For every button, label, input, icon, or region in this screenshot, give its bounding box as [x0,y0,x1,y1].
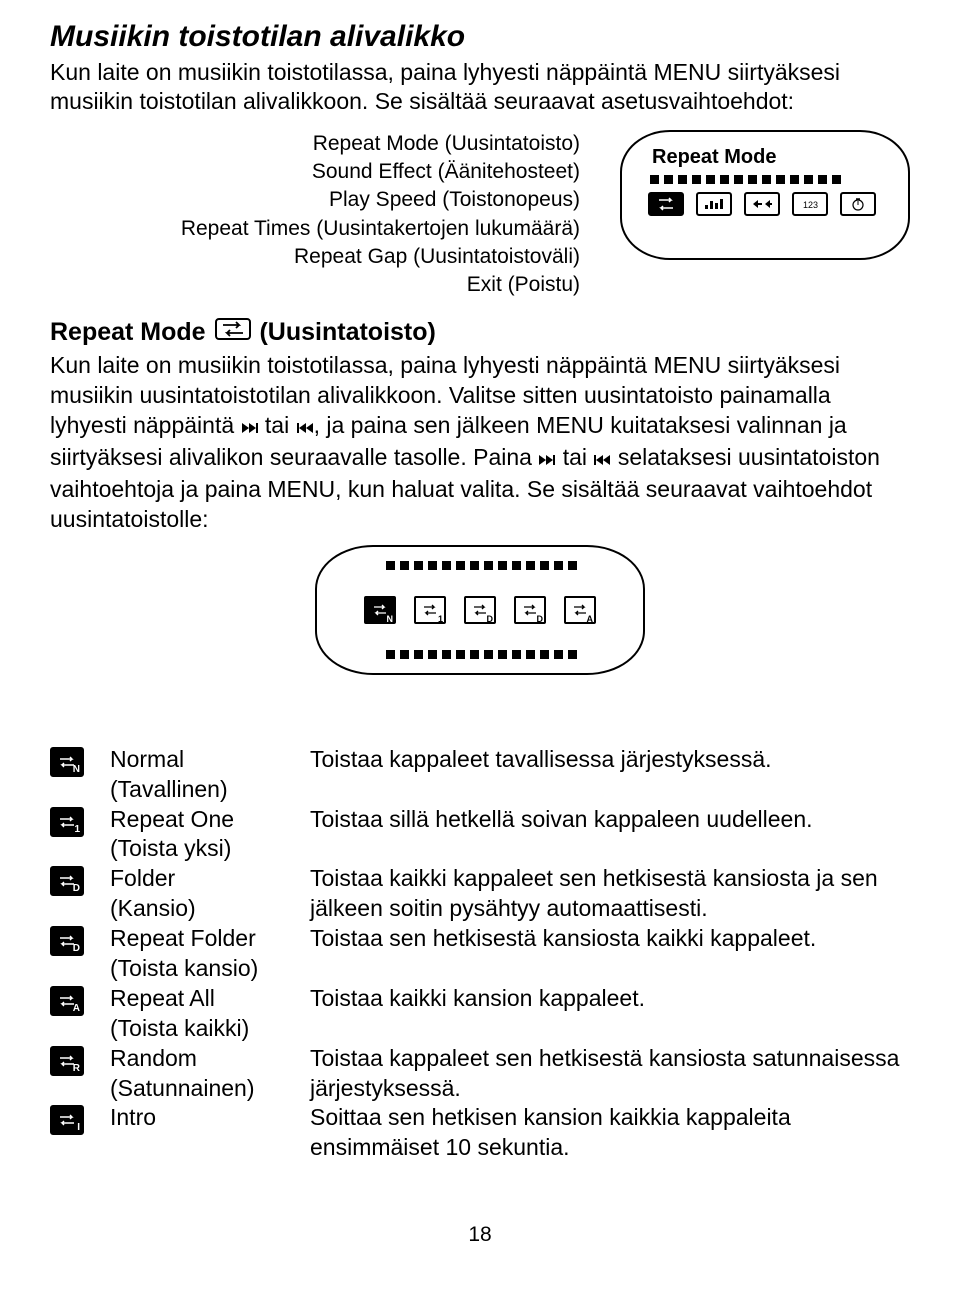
number-icon: 123 [792,192,828,216]
mode-icon: R [50,1046,84,1076]
eq-icon [696,192,732,216]
mode-icon: 1 [50,807,84,837]
subheading: Repeat Mode (Uusintatoisto) [50,318,910,348]
repeat-inline-icon [215,318,251,347]
mode-sub: A [587,614,594,624]
mode-sub: 1 [438,614,443,624]
mode-desc: Toistaa kappaleet tavallisessa järjestyk… [310,745,910,775]
mode-trans: (Kansio) [110,895,196,921]
mode-sub: R [73,1062,80,1075]
mode-label: Repeat One [110,806,234,832]
rewind-icon [593,445,611,475]
mode-sub: N [73,763,80,776]
subheading-pre: Repeat Mode [50,318,213,346]
mode-icon: I [50,1105,84,1135]
table-row: R Random (Satunnainen) Toistaa kappaleet … [50,1044,910,1104]
mode-trans: (Satunnainen) [110,1075,255,1101]
mode-sub: D [487,614,494,624]
mode-label-col: Random (Satunnainen) [110,1044,310,1104]
intro-text: Kun laite on musiikin toistotilassa, pai… [50,58,910,116]
repeat-icon [648,192,684,216]
subheading-post: (Uusintatoisto) [253,318,436,346]
mode-sub: A [73,1002,80,1015]
mode-label: Random [110,1045,197,1071]
option-item: Repeat Gap (Uusintatoistoväli) [50,243,580,271]
p2d: tai [556,444,593,470]
mode-sub: D [73,942,80,955]
mode-label: Normal [110,746,184,772]
mode-cell: N [364,596,396,624]
mode-sub: 1 [74,823,80,836]
mode-icon: A [50,986,84,1016]
mode-desc: Toistaa sillä hetkellä soivan kappaleen … [310,805,910,835]
mode-label-col: Intro [110,1103,310,1133]
rewind-icon [296,413,314,443]
lcd2-wrap: N 1 D D A [50,545,910,675]
mode-trans: (Toista yksi) [110,835,231,861]
mode-label-col: Repeat One (Toista yksi) [110,805,310,865]
lcd2-mode-row: N 1 D D A [347,596,613,624]
lcd2-dots-bottom [349,650,613,659]
mode-trans: (Tavallinen) [110,776,228,802]
svg-text:123: 123 [803,200,818,210]
mode-sub: D [537,614,544,624]
lcd-icons-row: 123 [648,192,882,216]
mode-label: Intro [110,1104,156,1130]
modes-table: N Normal (Tavallinen) Toistaa kappaleet t… [50,745,910,1163]
table-row: N Normal (Tavallinen) Toistaa kappaleet t… [50,745,910,805]
ffwd-icon [538,445,556,475]
mode-label-col: Normal (Tavallinen) [110,745,310,805]
option-item: Repeat Mode (Uusintatoisto) [50,130,580,158]
option-item: Exit (Poistu) [50,271,580,299]
page-number: 18 [50,1223,910,1247]
paragraph-2: Kun laite on musiikin toistotilassa, pai… [50,351,910,534]
table-row: I Intro Soittaa sen hetkisen kansion kai… [50,1103,910,1163]
mode-cell: A [564,596,596,624]
mode-desc: Soittaa sen hetkisen kansion kaikkia kap… [310,1103,910,1163]
mode-sub: D [73,882,80,895]
mode-cell: D [514,596,546,624]
lcd-display-1: Repeat Mode 123 [620,130,910,260]
mode-label-col: Repeat Folder (Toista kansio) [110,924,310,984]
mode-desc: Toistaa sen hetkisestä kansiosta kaikki … [310,924,910,954]
ffwd-icon [241,413,259,443]
mode-sub: N [387,614,394,624]
speed-icon [744,192,780,216]
lcd-dots-row [650,175,882,184]
mode-sub: I [77,1121,80,1134]
page-title: Musiikin toistotilan alivalikko [50,20,910,54]
mode-icon: D [50,866,84,896]
lcd-title: Repeat Mode [652,146,882,169]
mode-icon: D [50,926,84,956]
table-row: A Repeat All (Toista kaikki) Toistaa kaik… [50,984,910,1044]
options-list: Repeat Mode (Uusintatoisto) Sound Effect… [50,130,590,300]
table-row: 1 Repeat One (Toista yksi) Toistaa sillä … [50,805,910,865]
mode-cell: D [464,596,496,624]
timer-icon [840,192,876,216]
mode-trans: (Toista kansio) [110,955,258,981]
option-item: Sound Effect (Äänitehosteet) [50,158,580,186]
table-row: D Folder (Kansio) Toistaa kaikki kappalee… [50,864,910,924]
mode-label-col: Repeat All (Toista kaikki) [110,984,310,1044]
mode-desc: Toistaa kappaleet sen hetkisestä kansios… [310,1044,910,1104]
mode-icon: N [50,747,84,777]
option-item: Play Speed (Toistonopeus) [50,186,580,214]
options-row: Repeat Mode (Uusintatoisto) Sound Effect… [50,130,910,300]
mode-desc: Toistaa kaikki kansion kappaleet. [310,984,910,1014]
mode-label: Repeat All [110,985,215,1011]
p2b: tai [259,412,296,438]
mode-desc: Toistaa kaikki kappaleet sen hetkisestä … [310,864,910,924]
lcd-display-2: N 1 D D A [315,545,645,675]
option-item: Repeat Times (Uusintakertojen lukumäärä) [50,215,580,243]
lcd2-dots-top [349,561,613,570]
mode-cell: 1 [414,596,446,624]
mode-trans: (Toista kaikki) [110,1015,249,1041]
mode-label: Folder [110,865,175,891]
mode-label-col: Folder (Kansio) [110,864,310,924]
table-row: D Repeat Folder (Toista kansio) Toistaa s… [50,924,910,984]
mode-label: Repeat Folder [110,925,256,951]
